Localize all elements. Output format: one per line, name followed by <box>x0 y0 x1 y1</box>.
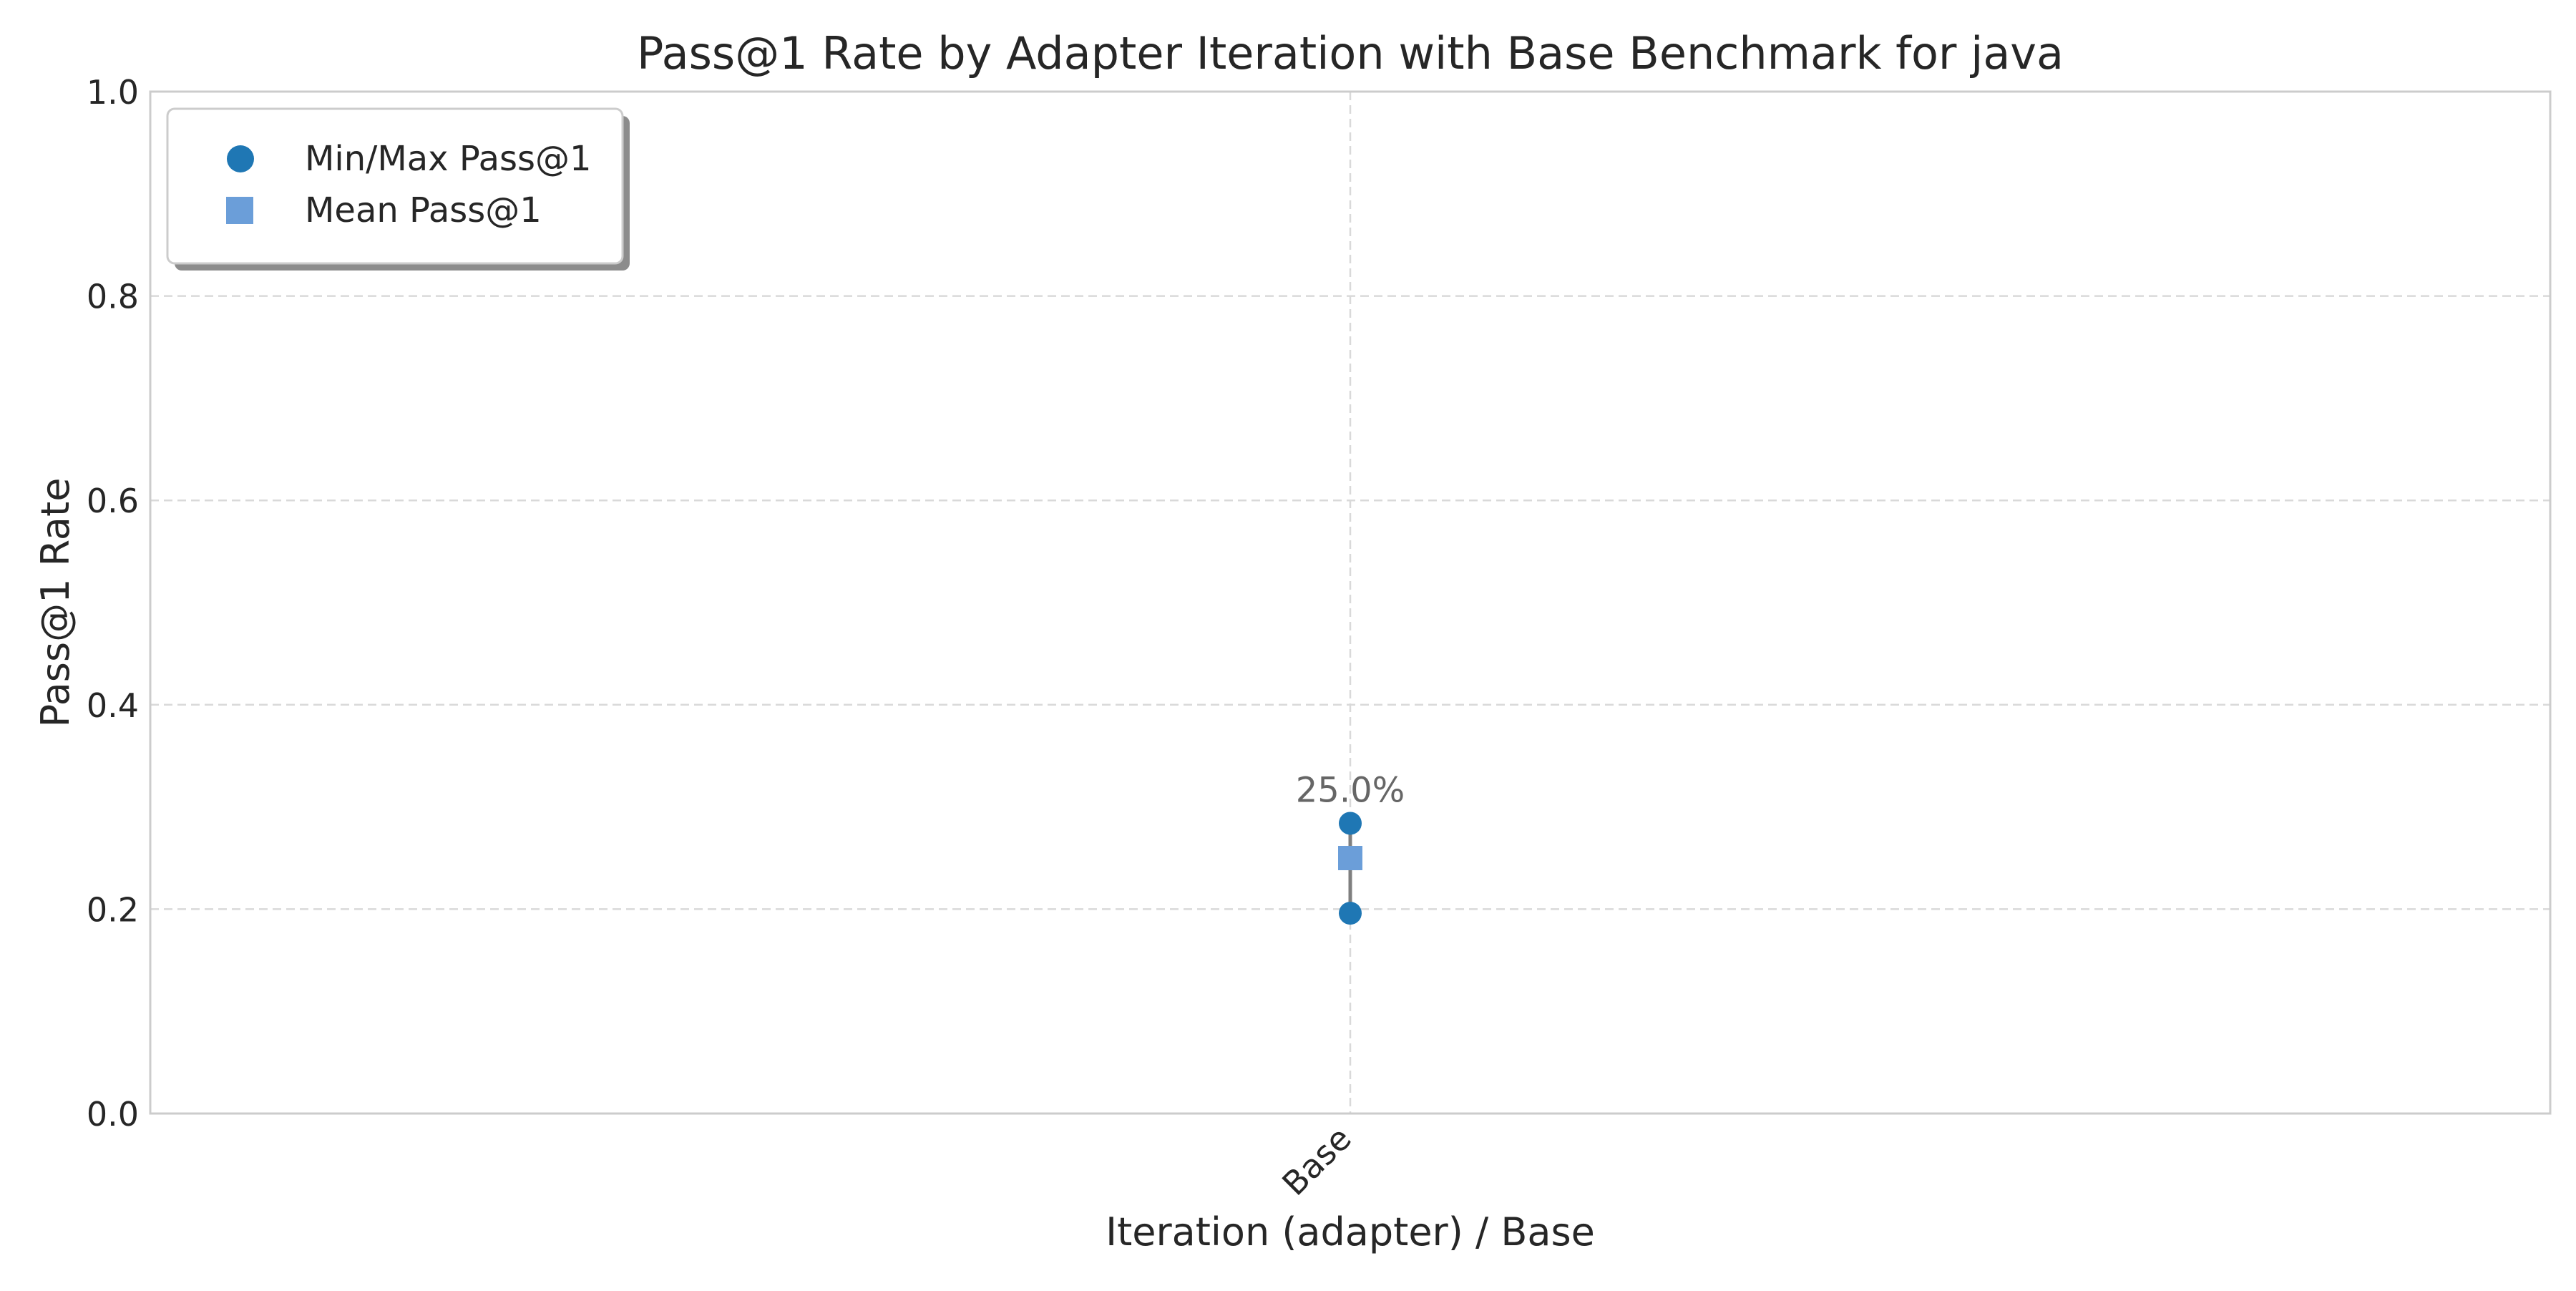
y-tick-label: 0.4 <box>87 686 139 725</box>
y-tick-label: 0.6 <box>87 482 139 520</box>
data-marks: 25.0% <box>1296 770 1405 925</box>
y-tick-labels: 0.0 0.2 0.4 0.6 0.8 1.0 <box>87 73 139 1134</box>
legend-entry-mean: Mean Pass@1 <box>305 190 542 230</box>
y-tick-label: 1.0 <box>87 73 139 112</box>
data-label: 25.0% <box>1296 770 1405 810</box>
chart-title: Pass@1 Rate by Adapter Iteration with Ba… <box>637 27 2064 79</box>
x-tick-label: Base <box>1274 1119 1358 1203</box>
min-marker <box>1339 902 1362 925</box>
max-marker <box>1339 812 1362 835</box>
y-tick-label: 0.0 <box>87 1095 139 1134</box>
legend-circle-marker <box>227 145 254 172</box>
x-tick-labels: Base <box>1274 1119 1358 1203</box>
y-axis-label: Pass@1 Rate <box>33 478 78 728</box>
y-tick-label: 0.2 <box>87 890 139 929</box>
legend-box <box>166 107 624 265</box>
legend-entry-minmax: Min/Max Pass@1 <box>305 139 592 179</box>
plot-frame <box>149 90 2552 1115</box>
legend-square-marker <box>226 197 253 224</box>
y-tick-label: 0.8 <box>87 278 139 316</box>
mean-marker <box>1338 846 1362 870</box>
x-axis-label: Iteration (adapter) / Base <box>1106 1209 1595 1255</box>
legend: Min/Max Pass@1 Mean Pass@1 <box>166 107 630 271</box>
grid-lines <box>150 92 2550 1114</box>
